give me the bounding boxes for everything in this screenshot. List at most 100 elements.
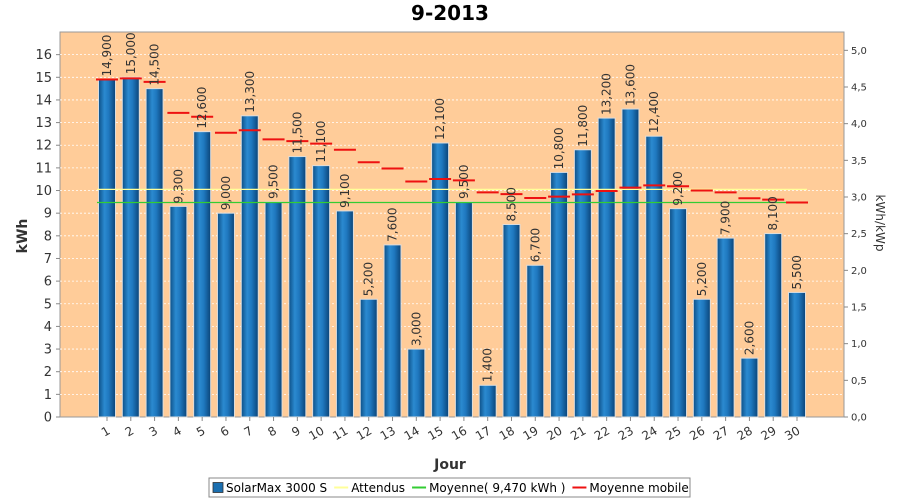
bar-value-label: 11,800 <box>576 105 590 147</box>
y2-tick-label: 4,0 <box>851 119 867 130</box>
y-tick-label: 4 <box>44 320 52 335</box>
bar-value-label: 12,600 <box>195 87 209 129</box>
bar-value-label: 5,200 <box>695 262 709 296</box>
x-tick-label: 29 <box>758 423 778 443</box>
bar-value-label: 8,500 <box>504 187 518 221</box>
y-tick-label: 15 <box>35 71 52 86</box>
bar-value-label: 5,200 <box>362 262 376 296</box>
y2-tick-label: 3,5 <box>851 156 867 167</box>
y-tick-label: 9 <box>44 207 52 222</box>
bar-value-label: 9,100 <box>338 174 352 208</box>
legend-label: Moyenne( 9,470 kWh ) <box>429 481 565 495</box>
bar <box>145 88 164 418</box>
x-tick-label: 8 <box>265 423 279 439</box>
y2-tick-label: 1,0 <box>851 339 867 350</box>
x-tick-label: 5 <box>194 423 208 439</box>
bar <box>335 210 354 418</box>
y-tick-label: 5 <box>44 297 52 312</box>
y-axis-title: kWh <box>15 219 31 254</box>
bar <box>597 117 616 418</box>
bar <box>359 298 378 418</box>
x-tick-label: 27 <box>711 423 731 443</box>
bar-value-label: 13,300 <box>243 71 257 113</box>
plot-area: 0123456789101112131415160,00,51,01,52,02… <box>35 31 867 443</box>
bar-value-label: 6,700 <box>528 228 542 262</box>
bar-value-label: 12,100 <box>433 98 447 140</box>
bar <box>431 142 450 418</box>
x-tick-label: 13 <box>378 423 398 443</box>
bar <box>478 384 497 418</box>
bar <box>550 171 569 418</box>
bar <box>383 244 402 418</box>
y2-tick-label: 1,5 <box>851 303 867 314</box>
x-tick-label: 23 <box>616 423 636 443</box>
x-tick-label: 16 <box>449 423 469 443</box>
bar-value-label: 13,200 <box>600 73 614 115</box>
x-tick-label: 11 <box>330 423 350 443</box>
bar <box>764 233 783 418</box>
bar <box>692 298 711 418</box>
bar <box>645 135 664 418</box>
x-tick-label: 30 <box>782 423 802 443</box>
y-tick-label: 0 <box>44 411 52 426</box>
x-tick-label: 15 <box>425 423 445 443</box>
y-tick-label: 7 <box>44 252 52 267</box>
y-tick-label: 2 <box>44 365 52 380</box>
x-tick-label: 24 <box>640 423 660 443</box>
bar-value-label: 10,800 <box>552 127 566 169</box>
x-tick-label: 3 <box>146 423 160 439</box>
bar-value-label: 9,000 <box>219 176 233 210</box>
y-tick-label: 16 <box>35 48 52 63</box>
x-tick-label: 19 <box>521 423 541 443</box>
bar <box>669 208 688 418</box>
legend-label: Attendus <box>351 481 405 495</box>
bar <box>502 224 521 418</box>
y2-tick-label: 4,5 <box>851 83 867 94</box>
bar <box>716 237 735 418</box>
y2-axis-title: kWh/kWp <box>873 195 887 252</box>
bar-value-label: 1,400 <box>481 348 495 382</box>
bar <box>169 205 188 418</box>
x-tick-label: 4 <box>170 423 184 439</box>
bar-value-label: 5,500 <box>790 255 804 289</box>
y2-tick-label: 2,0 <box>851 266 867 277</box>
bar <box>193 131 212 418</box>
x-tick-label: 17 <box>473 423 493 443</box>
bar <box>98 79 116 418</box>
x-tick-label: 26 <box>687 423 707 443</box>
bar-value-label: 9,200 <box>671 171 685 205</box>
y-tick-label: 6 <box>44 275 52 290</box>
chart-title: 9-2013 <box>411 1 489 25</box>
bar-value-label: 8,100 <box>766 196 780 230</box>
y-tick-label: 13 <box>35 116 52 131</box>
bar-value-label: 9,500 <box>457 164 471 198</box>
x-tick-label: 20 <box>544 423 564 443</box>
x-axis-title: Jour <box>433 457 466 473</box>
bar <box>526 264 545 418</box>
y2-tick-label: 5,0 <box>851 46 867 57</box>
y2-tick-label: 0,0 <box>851 413 867 424</box>
x-tick-label: 2 <box>123 423 137 439</box>
bar <box>621 108 640 418</box>
bar <box>788 291 806 418</box>
x-tick-label: 1 <box>99 423 113 439</box>
bar-value-label: 9,500 <box>267 164 281 198</box>
bar <box>264 201 283 418</box>
bar <box>288 156 307 418</box>
bar-value-label: 14,900 <box>100 35 114 77</box>
x-tick-label: 25 <box>663 423 683 443</box>
y-tick-label: 8 <box>44 229 52 244</box>
x-tick-label: 22 <box>592 423 612 443</box>
legend-label: Moyenne mobile <box>589 481 688 495</box>
bar-value-label: 9,300 <box>171 169 185 203</box>
bar-value-label: 14,500 <box>148 44 162 86</box>
bar <box>407 348 426 418</box>
bar-value-label: 7,900 <box>719 201 733 235</box>
y2-tick-label: 0,5 <box>851 376 867 387</box>
bar-value-label: 11,500 <box>290 112 304 154</box>
x-tick-label: 10 <box>306 423 326 443</box>
legend-label: SolarMax 3000 S <box>226 481 327 495</box>
bar <box>312 165 331 418</box>
y-tick-label: 12 <box>35 139 52 154</box>
